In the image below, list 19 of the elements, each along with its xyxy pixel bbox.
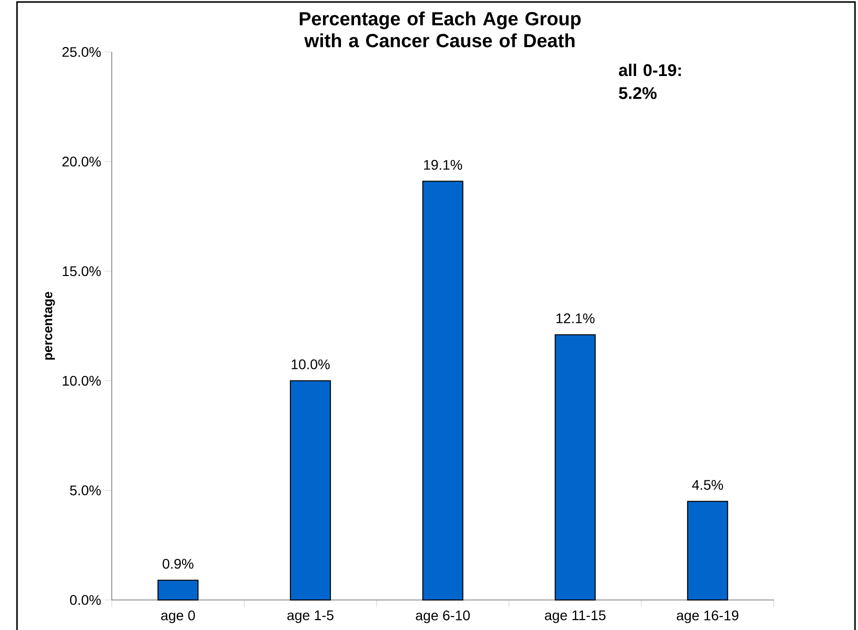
y-tick-label: 20.0% (62, 156, 101, 167)
data-label: 4.5% (692, 480, 724, 490)
y-tick-label: 5.0% (70, 485, 101, 496)
x-tick-label: age 6-10 (416, 610, 470, 624)
x-tick-label: age 0 (161, 610, 195, 624)
data-label: 19.1% (424, 160, 462, 170)
x-tick-label: age 1-5 (287, 610, 334, 623)
y-tick-label: 25.0% (62, 47, 101, 57)
data-label: 10.0% (292, 359, 330, 370)
data-label: 0.9% (162, 558, 194, 569)
annotation: all 0-19: 5.2% (618, 64, 681, 100)
y-tick-label: 0.0% (70, 595, 101, 605)
y-axis-title: percentage (44, 292, 55, 360)
x-tick-label: age 11-15 (544, 610, 606, 623)
chart-title: Percentage of Each Age Group with a Cancer Cause of Death (300, 12, 581, 48)
x-tick-label: age 16-19 (676, 610, 738, 624)
y-tick-label: 15.0% (62, 266, 101, 276)
y-tick-label: 10.0% (62, 376, 101, 386)
data-label: 12.1% (556, 313, 594, 324)
